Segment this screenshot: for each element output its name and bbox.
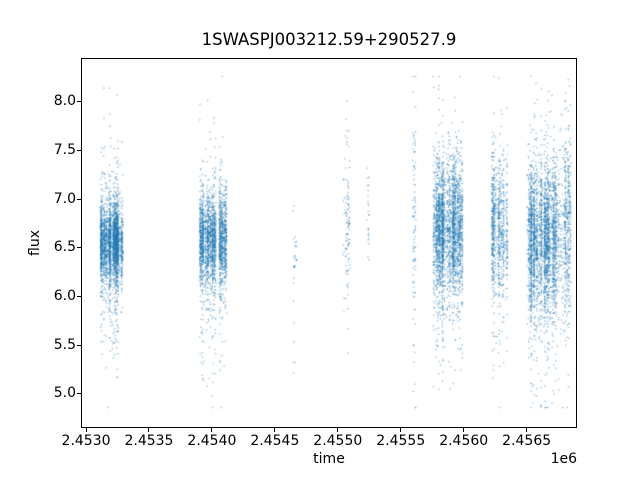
y-tick-label: 5.5: [53, 336, 76, 353]
y-tick: [77, 393, 81, 395]
y-tick: [77, 101, 81, 103]
x-tick-label: 2.4555: [376, 433, 426, 449]
y-tick-label: 7.0: [53, 190, 76, 207]
plot-area: [81, 58, 577, 428]
x-tick: [274, 428, 276, 432]
x-tick-label: 2.4530: [61, 433, 111, 449]
scatter-canvas: [82, 59, 576, 427]
y-tick: [77, 296, 81, 298]
x-tick-label: 2.4565: [502, 433, 552, 449]
x-tick-label: 2.4540: [187, 433, 237, 449]
x-tick: [400, 428, 402, 432]
y-tick-label: 7.5: [53, 142, 76, 158]
plot-title: 1SWASPJ003212.59+290527.9: [201, 30, 457, 49]
y-axis-label: flux: [27, 230, 43, 256]
x-axis-label: time: [313, 451, 345, 467]
y-tick-label: 6.0: [53, 288, 76, 305]
y-tick: [77, 344, 81, 346]
y-tick: [77, 198, 81, 200]
x-tick: [526, 428, 528, 432]
y-tick: [77, 247, 81, 249]
y-tick-label: 8.0: [53, 93, 76, 110]
x-tick: [85, 428, 87, 432]
x-tick-label: 2.4545: [250, 433, 300, 449]
x-tick: [148, 428, 150, 432]
x-tick: [463, 428, 465, 432]
x-axis-offset-label: 1e6: [550, 451, 577, 467]
x-tick-label: 2.4550: [313, 433, 363, 449]
x-tick: [211, 428, 213, 432]
x-tick-label: 2.4560: [439, 433, 489, 449]
x-tick: [337, 428, 339, 432]
y-tick-label: 5.0: [53, 385, 76, 402]
x-tick-label: 2.4535: [124, 433, 174, 449]
y-tick: [77, 150, 81, 151]
y-tick-label: 6.5: [53, 239, 76, 256]
